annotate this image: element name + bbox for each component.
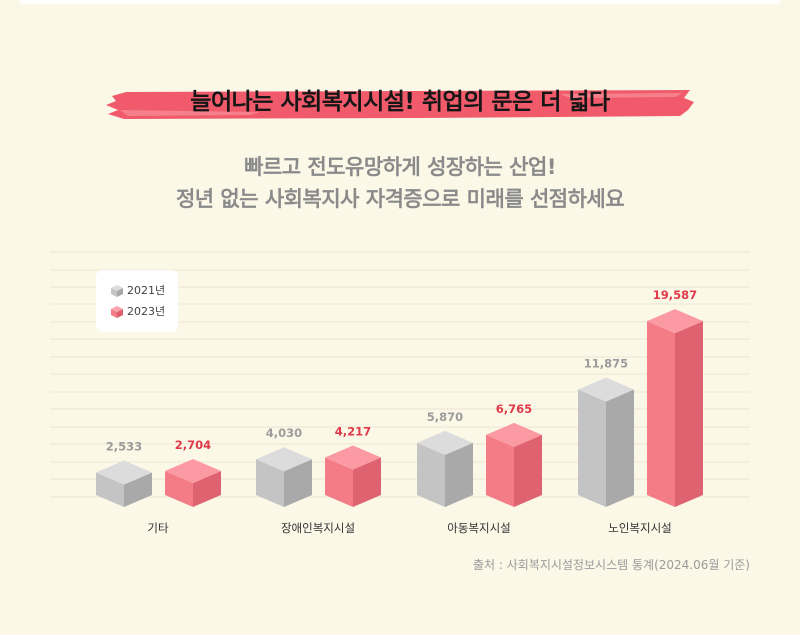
top-strip — [20, 0, 780, 4]
data-label: 19,587 — [653, 288, 697, 302]
legend-label-2021: 2021년 — [127, 284, 166, 297]
bar-2023-4 — [647, 309, 703, 507]
bar-face-right — [124, 472, 152, 507]
bar-face-top — [578, 377, 634, 402]
bar-face-left — [647, 321, 675, 507]
subtitle-line-1: 빠르고 전도유망하게 성장하는 산업! — [244, 155, 556, 179]
bar-face-top — [486, 422, 542, 447]
bar-2021-3 — [417, 430, 473, 507]
bar-face-left — [165, 470, 193, 507]
data-label: 2,704 — [175, 438, 211, 452]
bar-2023-1 — [165, 458, 221, 507]
bar-2021-4 — [578, 377, 634, 507]
bar-face-right — [675, 321, 703, 507]
brush-highlight — [106, 90, 694, 119]
title-area: 늘어나는 사회복지시설! 취업의 문은 더 넓다 — [0, 74, 800, 124]
bar-face-left — [486, 434, 514, 507]
subtitle-line-2: 정년 없는 사회복지사 자격증으로 미래를 선점하세요 — [175, 187, 625, 211]
bar-2021-1 — [96, 460, 152, 507]
chart-legend: 2021년 2023년 — [96, 270, 178, 332]
category-label: 기타 — [147, 521, 169, 535]
bar-face-right — [284, 459, 312, 507]
bar-face-left — [256, 459, 284, 507]
bar-face-right — [353, 457, 381, 507]
data-label: 4,030 — [266, 426, 302, 440]
bar-face-top — [256, 447, 312, 472]
bar-face-left — [417, 442, 445, 507]
source-note: 출처 : 사회복지시설정보시스템 통계(2024.06월 기준) — [472, 558, 750, 572]
bar-2023-2 — [325, 445, 381, 507]
bar-2021-2 — [256, 447, 312, 507]
bar-face-right — [514, 434, 542, 507]
data-label: 4,217 — [335, 425, 371, 439]
bar-2023-3 — [486, 422, 542, 507]
bar-face-right — [606, 389, 634, 507]
bar-face-top — [325, 445, 381, 470]
data-label: 2,533 — [106, 440, 142, 454]
bar-face-top — [647, 309, 703, 334]
bar-face-right — [193, 470, 221, 507]
legend-label-2023: 2023년 — [127, 305, 166, 318]
bar-face-top — [96, 460, 152, 485]
data-label: 5,870 — [427, 410, 463, 424]
data-label: 6,765 — [496, 402, 532, 416]
bar-face-left — [325, 457, 353, 507]
bar-face-right — [445, 442, 473, 507]
page-title: 늘어나는 사회복지시설! 취업의 문은 더 넓다 — [190, 89, 610, 115]
legend-swatch-2023 — [111, 306, 123, 318]
category-label: 아동복지시설 — [447, 521, 510, 535]
category-label: 장애인복지시설 — [281, 521, 355, 535]
bar-face-left — [578, 389, 606, 507]
bar-face-left — [96, 472, 124, 507]
bar-face-top — [417, 430, 473, 455]
category-label: 노인복지시설 — [608, 521, 671, 535]
legend-swatch-2021 — [111, 285, 123, 297]
bar-face-top — [165, 458, 221, 483]
data-label: 11,875 — [584, 357, 628, 371]
